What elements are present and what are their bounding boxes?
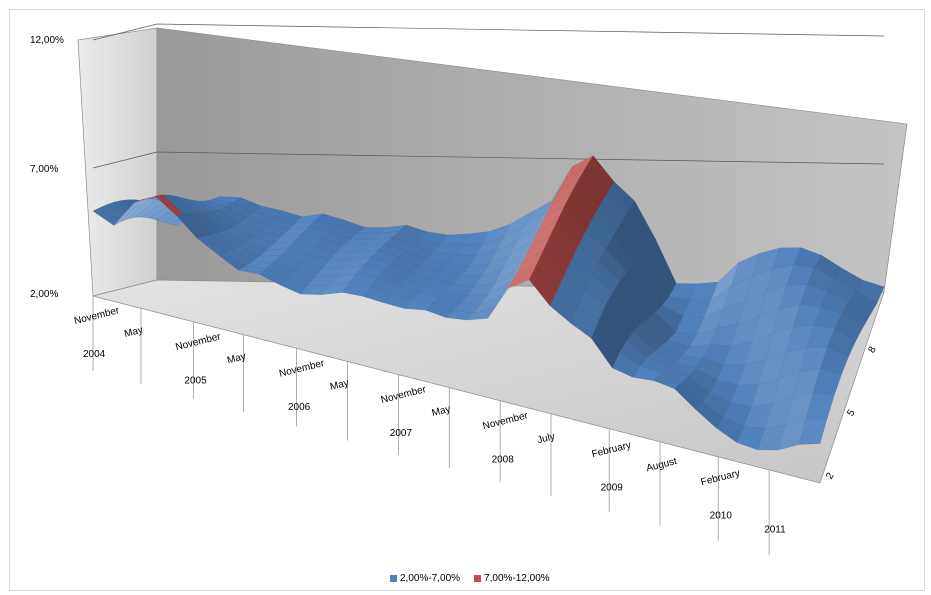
x-category-label: November [174,331,222,353]
legend-swatch-blue [390,575,397,582]
x-category-label: May [431,404,452,419]
x-category-label: November [482,410,530,432]
z-tick-label: 12,00% [30,35,64,46]
axis-ticks [92,296,770,556]
x-category-label: November [73,305,121,327]
x-category-label: February [700,468,741,488]
x-year-label: 2009 [601,482,624,493]
y-axis-labels: 2 5 8 [824,344,879,481]
legend-swatch-red [474,575,482,582]
legend: 2,00%-7,00% 7,00%-12,00% [390,573,550,584]
legend-label: 2,00%-7,00% [400,573,461,584]
x-category-label: May [123,325,144,340]
y-tick-label: 5 [845,407,858,418]
x-year-label: 2004 [83,349,106,360]
z-tick-label: 2,00% [30,289,58,300]
x-year-label: 2011 [764,524,786,535]
gridline [92,151,885,169]
gridlines [92,23,885,169]
x-year-label: 2005 [184,375,207,386]
x-category-label: May [226,351,247,366]
legend-item: 2,00%-7,00% [390,573,460,584]
legend-item: 7,00%-12,00% [474,573,550,584]
x-year-label: 2007 [390,428,413,439]
x-category-label: August [645,456,678,474]
legend-label: 7,00%-12,00% [484,573,550,584]
x-category-label: February [591,440,632,460]
y-tick-label: 8 [866,344,879,355]
y-tick-label: 2 [824,471,837,482]
x-category-label: May [329,378,350,393]
surface-cell [799,417,828,445]
x-category-label: July [536,431,556,446]
x-category-label: November [278,358,326,380]
z-tick-label: 7,00% [30,164,58,175]
x-category-label: November [380,384,428,406]
surface [92,155,885,451]
gridline [92,23,885,41]
x-year-label: 2010 [710,510,733,521]
x-year-label: 2006 [288,402,311,413]
x-year-label: 2008 [492,454,515,465]
